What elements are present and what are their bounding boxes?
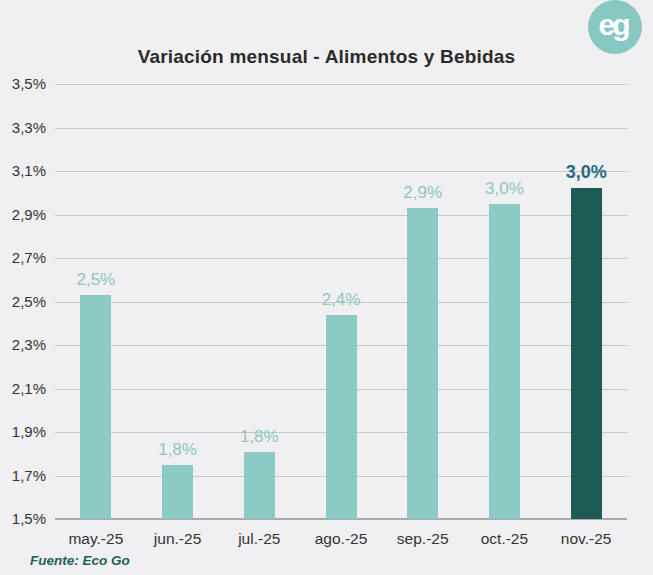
bar [326, 315, 357, 519]
gridline [55, 128, 627, 129]
y-tick-label: 2,5% [0, 293, 46, 311]
bar-value-label: 3,0% [485, 179, 524, 199]
bar [244, 452, 275, 519]
bar-value-label: 2,9% [403, 183, 442, 203]
y-tick-label: 2,3% [0, 336, 46, 354]
gridline [55, 171, 627, 172]
gridline [55, 215, 627, 216]
x-tick-label: ago.-25 [315, 530, 368, 548]
plot-area: 2,5% 1,8% 1,8% 2,4% 2,9% 3,0% 3,0% [55, 84, 627, 519]
x-tick-label: jun.-25 [154, 530, 201, 548]
bar [489, 204, 520, 519]
y-tick-label: 3,1% [0, 162, 46, 180]
x-tick-label: oct.-25 [481, 530, 528, 548]
eco-go-logo-text: eg [598, 8, 627, 42]
bar-value-label: 2,5% [76, 270, 115, 290]
y-tick-label: 1,5% [0, 510, 46, 528]
chart-title: Variación mensual - Alimentos y Bebidas [0, 46, 653, 68]
bar-value-label: 2,4% [322, 290, 361, 310]
chart-canvas: eg Variación mensual - Alimentos y Bebid… [0, 0, 653, 575]
bar [571, 188, 602, 519]
gridline [55, 84, 627, 85]
bar-value-label: 3,0% [566, 162, 607, 183]
y-tick-label: 2,7% [0, 249, 46, 267]
bar [80, 295, 111, 519]
y-tick-label: 2,9% [0, 206, 46, 224]
bar-value-label: 1,8% [158, 440, 197, 460]
x-tick-label: jul.-25 [238, 530, 280, 548]
y-tick-label: 2,1% [0, 380, 46, 398]
bar [162, 465, 193, 519]
gridline [55, 258, 627, 259]
y-tick-label: 3,3% [0, 119, 46, 137]
source-note: Fuente: Eco Go [30, 553, 130, 568]
y-tick-label: 1,7% [0, 467, 46, 485]
y-tick-label: 3,5% [0, 75, 46, 93]
bar [407, 208, 438, 519]
x-tick-label: may.-25 [68, 530, 123, 548]
x-tick-label: sep.-25 [397, 530, 449, 548]
x-tick-label: nov.-25 [561, 530, 612, 548]
bar-value-label: 1,8% [240, 427, 279, 447]
y-tick-label: 1,9% [0, 423, 46, 441]
